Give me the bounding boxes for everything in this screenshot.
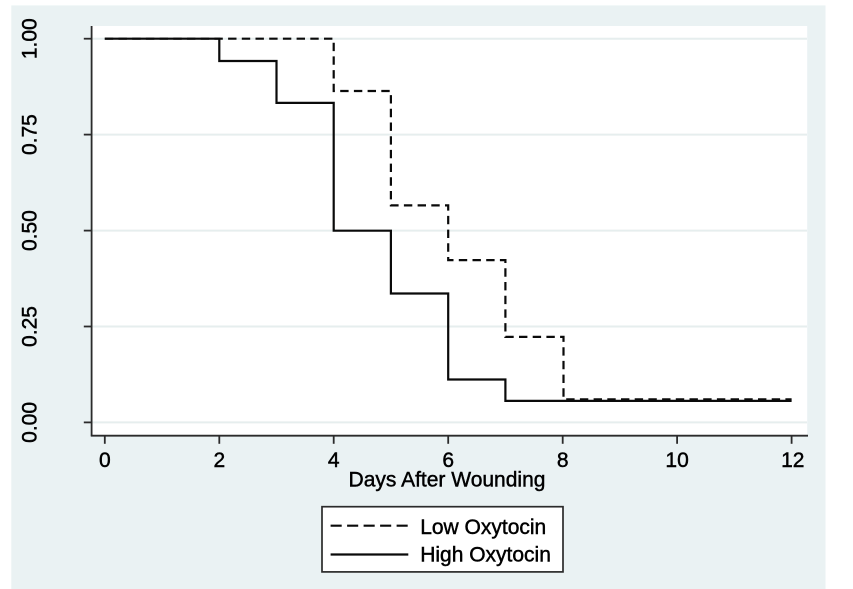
svg-text:10: 10 bbox=[665, 449, 688, 472]
svg-text:0.25: 0.25 bbox=[18, 306, 41, 347]
svg-text:2: 2 bbox=[213, 449, 225, 472]
svg-text:12: 12 bbox=[781, 449, 804, 472]
svg-text:0.50: 0.50 bbox=[18, 210, 41, 251]
svg-text:0: 0 bbox=[99, 449, 111, 472]
svg-text:8: 8 bbox=[557, 449, 569, 472]
svg-text:Days After Wounding: Days After Wounding bbox=[349, 469, 546, 492]
svg-text:6: 6 bbox=[442, 449, 454, 472]
svg-text:0.75: 0.75 bbox=[18, 114, 41, 155]
svg-text:1.00: 1.00 bbox=[18, 18, 41, 59]
svg-text:Low Oxytocin: Low Oxytocin bbox=[420, 516, 546, 539]
svg-text:4: 4 bbox=[328, 449, 340, 472]
svg-text:0.00: 0.00 bbox=[18, 402, 41, 443]
svg-text:High Oxytocin: High Oxytocin bbox=[420, 544, 551, 567]
